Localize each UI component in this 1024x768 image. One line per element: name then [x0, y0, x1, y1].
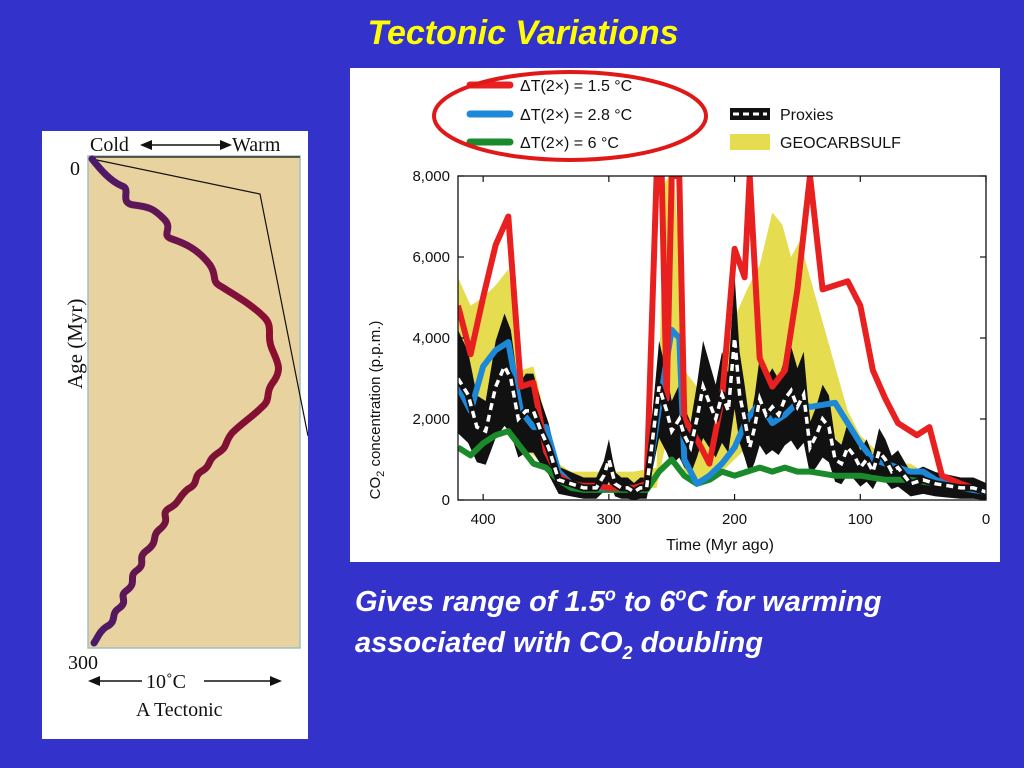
series-layer	[458, 176, 986, 500]
series-6c-line	[458, 428, 986, 495]
legend-swatch-proxies	[730, 108, 770, 120]
y-tick-label: 6,000	[412, 249, 450, 266]
y-tick-label: 0	[442, 492, 450, 509]
x-tick-label: 300	[596, 511, 621, 528]
y-label-prefix: CO	[367, 477, 384, 500]
scale-arrow	[88, 676, 282, 686]
age-axis-label: Age (Myr)	[63, 299, 87, 389]
scale-label: 10˚C	[146, 671, 186, 693]
legend-label-1: ΔT(2×) = 2.8 °C	[520, 107, 632, 124]
age-tick-300: 300	[68, 652, 98, 674]
tectonic-temperature-curve	[88, 155, 282, 647]
caption-line2-suffix: doubling	[632, 627, 763, 659]
y-tick-label: 4,000	[412, 330, 450, 347]
co2-chart-panel: ΔT(2×) = 1.5 °C ΔT(2×) = 2.8 °C ΔT(2×) = 6…	[350, 68, 1000, 562]
slide-caption: Gives range of 1.5o to 6oC for warming a…	[355, 582, 1015, 664]
caption-line2-prefix: associated with CO	[355, 627, 623, 659]
legend-label-4: GEOCARBSULF	[780, 135, 901, 152]
chart-axes: 0 2,000 4,000 6,000 8,000 400 300 200 100 0	[412, 168, 990, 528]
y-tick-label: 8,000	[412, 168, 450, 185]
caption-subscript-2: 2	[622, 642, 633, 663]
caption-line1-prefix: Gives range of 1.5	[355, 586, 605, 618]
legend-label-2: ΔT(2×) = 6 °C	[520, 135, 619, 152]
x-tick-label: 400	[471, 511, 496, 528]
legend-swatch-geocarbsulf	[730, 134, 770, 150]
x-tick-label: 100	[848, 511, 873, 528]
y-label-suffix: concentration (p.p.m.)	[367, 321, 384, 471]
y-axis-label: CO2 concentration (p.p.m.)	[367, 321, 387, 500]
tectonic-figure: Cold Warm 0 300 Age (Myr) 10˚C A Tectoni…	[63, 134, 309, 721]
panel-label: A Tectonic	[136, 699, 223, 721]
caption-line1-suffix: C for warming	[686, 586, 882, 618]
y-tick-label: 2,000	[412, 411, 450, 428]
legend-label-0: ΔT(2×) = 1.5 °C	[520, 78, 632, 95]
cold-label: Cold	[90, 134, 129, 156]
proxies-dashed-line	[458, 337, 986, 494]
slide-title: Tectonic Variations	[367, 14, 679, 52]
co2-chart: ΔT(2×) = 1.5 °C ΔT(2×) = 2.8 °C ΔT(2×) = 6…	[367, 70, 990, 554]
x-tick-label: 0	[982, 511, 990, 528]
zoom-connector-lines	[91, 156, 309, 437]
legend-highlight-circle	[432, 70, 708, 162]
cold-warm-arrow	[140, 140, 232, 150]
caption-degree-2: o	[675, 584, 687, 605]
legend-label-3: Proxies	[780, 107, 833, 124]
x-axis-label: Time (Myr ago)	[666, 537, 774, 554]
x-tick-label: 200	[722, 511, 747, 528]
caption-degree-1: o	[604, 584, 616, 605]
age-tick-0: 0	[70, 158, 80, 180]
warm-label: Warm	[232, 134, 281, 156]
plot-area	[458, 176, 986, 500]
tectonic-panel: Cold Warm 0 300 Age (Myr) 10˚C A Tectoni…	[42, 131, 309, 739]
caption-line1-mid: to 6	[615, 586, 676, 618]
y-label-subscript: 2	[375, 471, 387, 477]
